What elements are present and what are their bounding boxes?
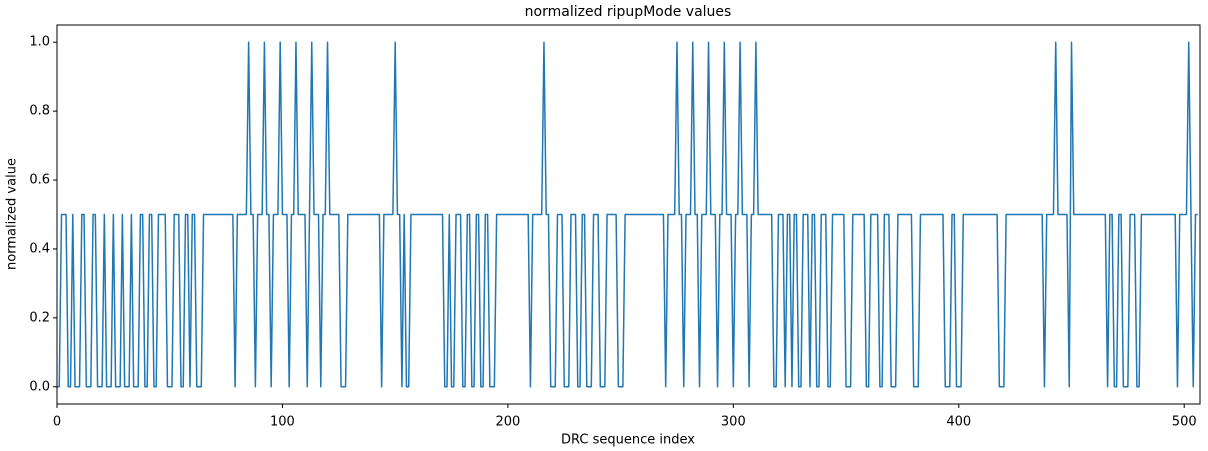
data-line: [57, 41, 1198, 388]
x-tick-label: 500: [1172, 415, 1197, 430]
x-tick-label: 200: [495, 415, 520, 430]
y-tick-label: 0.6: [29, 173, 50, 188]
y-tick-label: 0.4: [29, 241, 50, 256]
chart-title: normalized ripupMode values: [525, 4, 732, 20]
y-tick-label: 0.0: [29, 379, 50, 394]
y-tick-label: 0.2: [29, 310, 50, 325]
x-axis-label: DRC sequence index: [561, 433, 695, 448]
y-tick-label: 1.0: [29, 35, 50, 50]
x-tick-label: 400: [946, 415, 971, 430]
x-tick-label: 300: [721, 415, 746, 430]
y-axis-label: normalized value: [5, 158, 20, 270]
y-tick-label: 0.8: [29, 104, 50, 119]
x-tick-label: 0: [53, 415, 61, 430]
x-tick-label: 100: [270, 415, 295, 430]
plot-frame: [56, 24, 1201, 405]
